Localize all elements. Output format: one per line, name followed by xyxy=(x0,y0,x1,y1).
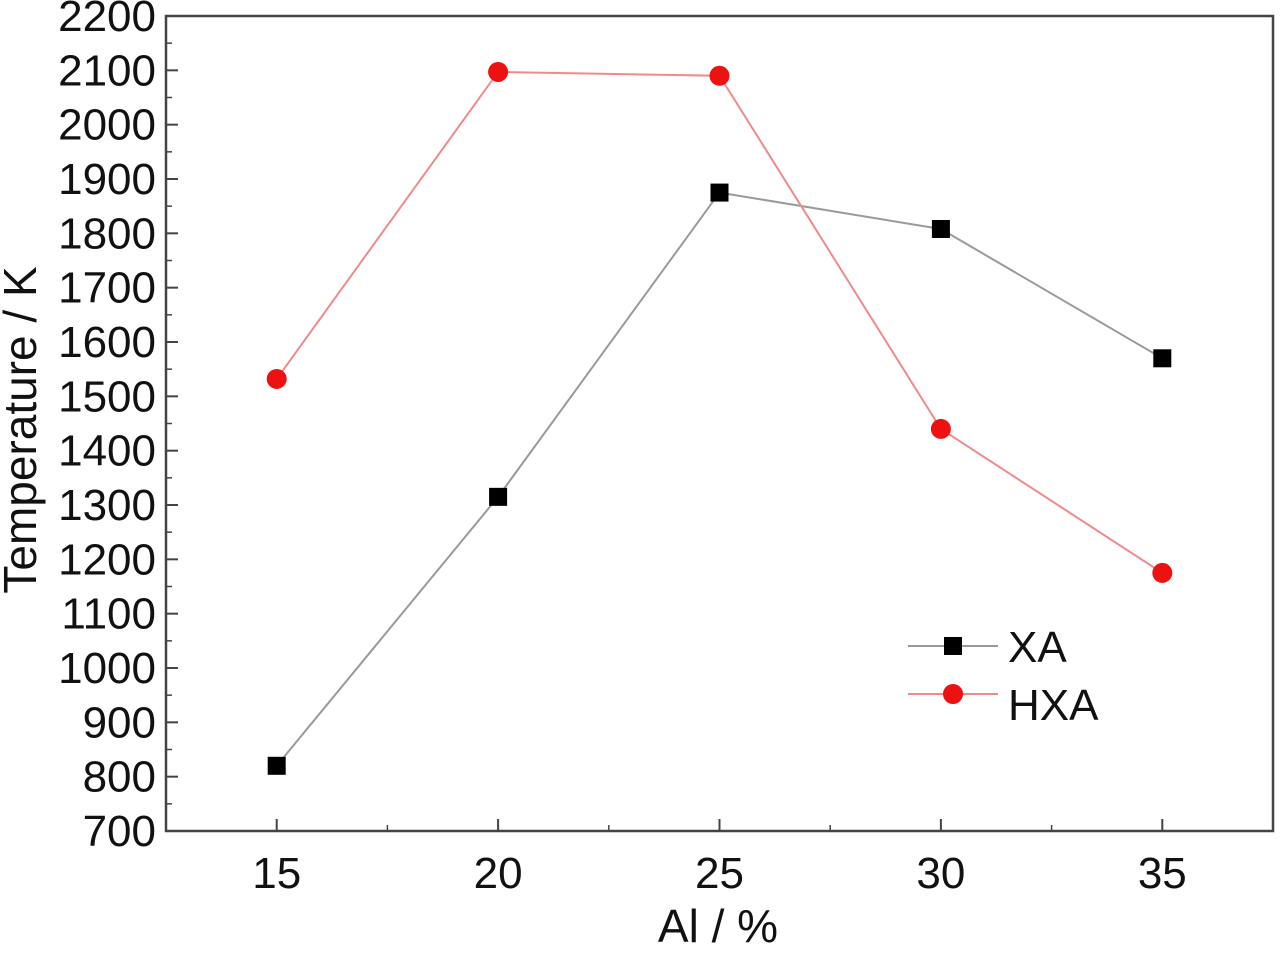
y-tick-label: 1500 xyxy=(58,372,156,421)
y-axis-ticks: 700 800 900 1000 1100 1200 1300 1400 1500 1600 170… xyxy=(58,0,178,856)
y-tick-label: 1000 xyxy=(58,644,156,693)
y-tick-label: 1100 xyxy=(61,590,156,639)
y-tick-label: 1900 xyxy=(58,155,156,204)
x-tick-label: 25 xyxy=(695,849,744,898)
x-axis-title: Al / % xyxy=(658,900,778,951)
point-xa xyxy=(267,756,286,775)
y-axis-title: Temperature / K xyxy=(0,266,46,594)
y-tick-label: 2100 xyxy=(58,46,156,95)
series-line-hxa xyxy=(275,70,1163,574)
y-tick-label: 700 xyxy=(83,807,156,856)
x-tick-label: 35 xyxy=(1138,849,1187,898)
y-tick-label: 1700 xyxy=(58,264,156,313)
series-layer xyxy=(266,61,1173,775)
legend-marker-hxa xyxy=(943,684,963,704)
y-tick-label: 2200 xyxy=(58,0,156,41)
point-xa xyxy=(1153,349,1172,368)
point-hxa xyxy=(930,418,951,439)
point-hxa xyxy=(488,61,509,82)
point-xa xyxy=(931,219,950,238)
point-hxa xyxy=(709,65,730,86)
y-tick-label: 900 xyxy=(83,698,156,747)
y-tick-label: 800 xyxy=(83,753,156,802)
y-tick-label: 1200 xyxy=(58,535,156,584)
y-tick-label: 1300 xyxy=(58,481,156,530)
y-tick-label: 1600 xyxy=(58,318,156,367)
legend-marker-xa xyxy=(944,637,962,655)
minor-ticks xyxy=(166,42,1053,831)
plot-frame xyxy=(164,14,1275,833)
series-line-xa xyxy=(275,191,1163,767)
x-axis-ticks: 15 20 25 30 35 xyxy=(252,819,1187,898)
legend-label-xa: XA xyxy=(1008,623,1067,672)
x-tick-label: 30 xyxy=(916,849,965,898)
y-tick-label: 2000 xyxy=(58,101,156,150)
point-hxa xyxy=(1152,562,1173,583)
legend-label-hxa: HXA xyxy=(1008,681,1099,730)
x-tick-label: 20 xyxy=(474,849,523,898)
point-xa xyxy=(710,183,729,202)
y-tick-label: 1400 xyxy=(58,427,156,476)
legend: XA HXA xyxy=(908,623,1099,730)
point-xa xyxy=(489,487,508,506)
point-hxa xyxy=(266,368,287,389)
y-tick-label: 1800 xyxy=(58,209,156,258)
x-tick-label: 15 xyxy=(252,849,301,898)
